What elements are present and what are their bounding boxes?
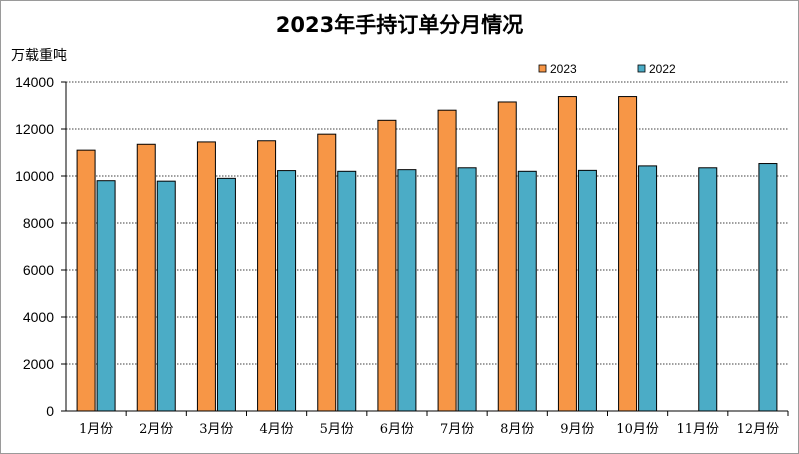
x-tick-label: 4月份	[259, 422, 293, 437]
x-tick-label: 5月份	[320, 422, 354, 437]
x-tick-label: 9月份	[560, 422, 594, 437]
bar-2022-2	[156, 180, 176, 412]
legend-label: 2023	[550, 62, 577, 76]
y-tick-label: 2000	[23, 356, 54, 372]
bar-2022-12	[758, 163, 778, 412]
bar-2022-6	[397, 169, 417, 412]
y-tick-label: 12000	[15, 121, 54, 137]
y-tick-label: 8000	[23, 215, 54, 231]
x-tick-label: 12月份	[737, 422, 780, 437]
x-tick-label: 11月份	[676, 422, 719, 437]
bar-2023-7	[437, 109, 457, 412]
x-tick-label: 2月份	[139, 422, 173, 437]
y-tick-label: 4000	[23, 309, 54, 325]
bar-2023-5	[317, 133, 337, 412]
bar-2022-9	[577, 169, 597, 412]
bar-2023-8	[497, 101, 517, 412]
bar-2022-1	[96, 180, 116, 412]
bar-2023-3	[196, 141, 216, 412]
bar-2023-2	[136, 143, 156, 412]
bar-2022-5	[337, 170, 357, 412]
x-tick-label: 8月份	[500, 422, 534, 437]
y-axis-label: 万载重吨	[11, 48, 67, 64]
x-tick-label: 6月份	[380, 422, 414, 437]
y-tick-label: 14000	[15, 74, 54, 90]
x-tick-label: 7月份	[440, 422, 474, 437]
y-tick-label: 6000	[23, 262, 54, 278]
bar-2022-8	[517, 170, 537, 412]
bar-2022-7	[457, 167, 477, 412]
bar-2023-6	[377, 119, 397, 412]
legend-swatch-2023	[538, 64, 547, 73]
bar-2023-10	[618, 96, 638, 412]
legend-label: 2022	[649, 62, 676, 76]
bar-2022-10	[638, 165, 658, 412]
x-tick-label: 1月份	[79, 422, 113, 437]
legend-swatch-2022	[637, 64, 646, 73]
y-tick-label: 10000	[15, 168, 54, 184]
bar-2022-11	[698, 167, 718, 412]
bar-2023-1	[76, 149, 96, 412]
y-tick-label: 0	[46, 403, 54, 419]
bar-2022-4	[277, 170, 297, 412]
bar-2023-9	[557, 96, 577, 412]
bar-2023-4	[257, 140, 277, 412]
bar-2022-3	[216, 177, 236, 412]
x-tick-label: 3月份	[199, 422, 233, 437]
x-tick-label: 10月份	[616, 422, 659, 437]
chart-title: 2023年手持订单分月情况	[275, 13, 524, 37]
